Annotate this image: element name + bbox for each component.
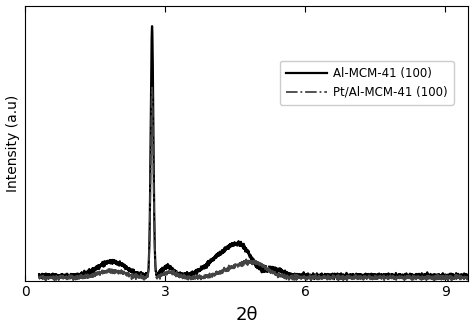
Al-MCM-41 (100) — [149, 24, 155, 28]
Al-MCM-41 (100) — [36, 272, 42, 276]
Y-axis label: Intensity (a.u): Intensity (a.u) — [6, 94, 19, 192]
Pt/Al-MCM-41 (100) — [201, 276, 207, 280]
Al-MCM-41 (100) — [419, 277, 424, 281]
Pt/Al-MCM-41 (100) — [111, 268, 117, 272]
Pt/Al-MCM-41 (100) — [43, 279, 48, 282]
Pt/Al-MCM-41 (100) — [85, 274, 91, 278]
Pt/Al-MCM-41 (100) — [36, 274, 42, 278]
Pt/Al-MCM-41 (100) — [149, 86, 155, 90]
Legend: Al-MCM-41 (100), Pt/Al-MCM-41 (100): Al-MCM-41 (100), Pt/Al-MCM-41 (100) — [280, 61, 454, 105]
Al-MCM-41 (100) — [201, 265, 207, 269]
Pt/Al-MCM-41 (100) — [220, 269, 226, 273]
Pt/Al-MCM-41 (100) — [465, 274, 471, 278]
Al-MCM-41 (100) — [219, 248, 225, 252]
Al-MCM-41 (100) — [411, 273, 417, 277]
Pt/Al-MCM-41 (100) — [411, 274, 417, 278]
Al-MCM-41 (100) — [465, 274, 471, 278]
Al-MCM-41 (100) — [85, 272, 91, 276]
Pt/Al-MCM-41 (100) — [457, 278, 463, 281]
Line: Pt/Al-MCM-41 (100): Pt/Al-MCM-41 (100) — [39, 88, 468, 280]
Al-MCM-41 (100) — [457, 274, 463, 278]
Al-MCM-41 (100) — [111, 261, 117, 265]
Line: Al-MCM-41 (100): Al-MCM-41 (100) — [39, 26, 468, 279]
X-axis label: 2θ: 2θ — [236, 307, 258, 324]
